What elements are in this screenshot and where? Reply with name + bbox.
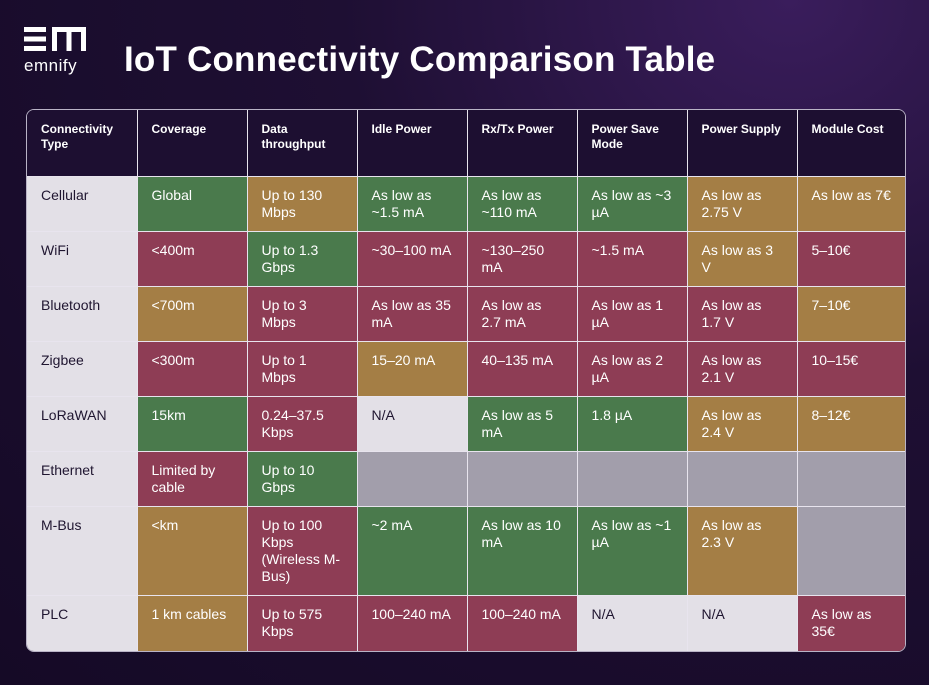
table-cell: As low as ~110 mA — [466, 175, 578, 232]
table-cell: As low as 1.7 V — [686, 285, 798, 342]
table-cell — [796, 451, 905, 508]
table-cell: 15–20 mA — [356, 340, 468, 397]
table-cell: 1 km cables — [136, 595, 248, 651]
column-header: Power Save Mode — [576, 110, 688, 177]
table-cell: 100–240 mA — [466, 595, 578, 651]
table-cell: 15km — [136, 395, 248, 453]
table-cell: As low as 10 mA — [466, 506, 578, 597]
table-cell: As low as 2.7 mA — [466, 285, 578, 342]
table-cell: N/A — [576, 595, 688, 651]
table-cell: As low as 2.75 V — [686, 175, 798, 232]
table-row: Bluetooth <700m Up to 3 Mbps As low as 35 m… — [27, 285, 905, 342]
table-row: PLC 1 km cables Up to 575 Kbps 100–240 mA 10… — [27, 595, 905, 651]
column-header: Module Cost — [796, 110, 905, 177]
table-body: Cellular Global Up to 130 Mbps As low as ~1… — [27, 175, 905, 651]
row-label: Bluetooth — [27, 285, 138, 342]
table-cell: Global — [136, 175, 248, 232]
table-cell — [466, 451, 578, 508]
emnify-logo-icon — [24, 27, 86, 51]
table-cell: As low as 2.4 V — [686, 395, 798, 453]
column-header: Connectivity Type — [27, 110, 138, 177]
page-title: IoT Connectivity Comparison Table — [124, 40, 716, 79]
row-label: Cellular — [27, 175, 138, 232]
table-cell: Up to 1 Mbps — [246, 340, 358, 397]
row-label: M-Bus — [27, 506, 138, 597]
comparison-table: Connectivity Type Coverage Data throughput… — [26, 109, 906, 652]
table-cell: ~130–250 mA — [466, 230, 578, 287]
table-cell: <300m — [136, 340, 248, 397]
table-cell: <400m — [136, 230, 248, 287]
table-cell: 100–240 mA — [356, 595, 468, 651]
column-header: Data throughput — [246, 110, 358, 177]
column-header: Rx/Tx Power — [466, 110, 578, 177]
table-cell: ~2 mA — [356, 506, 468, 597]
table-cell: As low as 2 µA — [576, 340, 688, 397]
table-cell: N/A — [686, 595, 798, 651]
table-row: WiFi <400m Up to 1.3 Gbps ~30–100 mA ~130–25… — [27, 230, 905, 287]
table-cell — [686, 451, 798, 508]
table-cell: N/A — [356, 395, 468, 453]
row-label: Zigbee — [27, 340, 138, 397]
row-label: Ethernet — [27, 451, 138, 508]
table-cell: As low as 2.1 V — [686, 340, 798, 397]
row-label: PLC — [27, 595, 138, 651]
table-cell: 40–135 mA — [466, 340, 578, 397]
table-cell: ~1.5 mA — [576, 230, 688, 287]
table-cell: As low as 35€ — [796, 595, 905, 651]
table-cell — [796, 506, 905, 597]
table-header-row: Connectivity Type Coverage Data throughput… — [27, 110, 905, 177]
table-cell: ~30–100 mA — [356, 230, 468, 287]
table-cell: Up to 100 Kbps (Wireless M-Bus) — [246, 506, 358, 597]
table-cell: As low as ~1 µA — [576, 506, 688, 597]
table-cell: Up to 130 Mbps — [246, 175, 358, 232]
table-cell: As low as ~1.5 mA — [356, 175, 468, 232]
table-cell: As low as 35 mA — [356, 285, 468, 342]
table-cell: 0.24–37.5 Kbps — [246, 395, 358, 453]
table-cell: 8–12€ — [796, 395, 905, 453]
table-cell: 7–10€ — [796, 285, 905, 342]
table-cell: <700m — [136, 285, 248, 342]
table-row: M-Bus <km Up to 100 Kbps (Wireless M-Bus) ~… — [27, 506, 905, 597]
table-cell: <km — [136, 506, 248, 597]
column-header: Coverage — [136, 110, 248, 177]
table-row: Zigbee <300m Up to 1 Mbps 15–20 mA 40–135 mA… — [27, 340, 905, 397]
row-label: LoRaWAN — [27, 395, 138, 453]
table-cell: As low as 2.3 V — [686, 506, 798, 597]
column-header: Power Supply — [686, 110, 798, 177]
table-cell: Up to 575 Kbps — [246, 595, 358, 651]
table-cell: 5–10€ — [796, 230, 905, 287]
table-cell: As low as ~3 µA — [576, 175, 688, 232]
table-cell — [576, 451, 688, 508]
logo-text: emnify — [24, 56, 78, 75]
table-cell: As low as 1 µA — [576, 285, 688, 342]
table-cell: 1.8 µA — [576, 395, 688, 453]
table-row: LoRaWAN 15km 0.24–37.5 Kbps N/A As low as 5 … — [27, 395, 905, 453]
table-cell: 10–15€ — [796, 340, 905, 397]
table-cell: As low as 7€ — [796, 175, 905, 232]
table-cell: Limited by cable — [136, 451, 248, 508]
table-cell: As low as 5 mA — [466, 395, 578, 453]
table-cell: Up to 1.3 Gbps — [246, 230, 358, 287]
table-row: Cellular Global Up to 130 Mbps As low as ~1… — [27, 175, 905, 232]
column-header: Idle Power — [356, 110, 468, 177]
table-cell: Up to 3 Mbps — [246, 285, 358, 342]
emnify-logo: emnify — [24, 26, 88, 76]
row-label: WiFi — [27, 230, 138, 287]
table-cell: Up to 10 Gbps — [246, 451, 358, 508]
table-cell — [356, 451, 468, 508]
table-cell: As low as 3 V — [686, 230, 798, 287]
table-row: Ethernet Limited by cable Up to 10 Gbps — [27, 451, 905, 508]
